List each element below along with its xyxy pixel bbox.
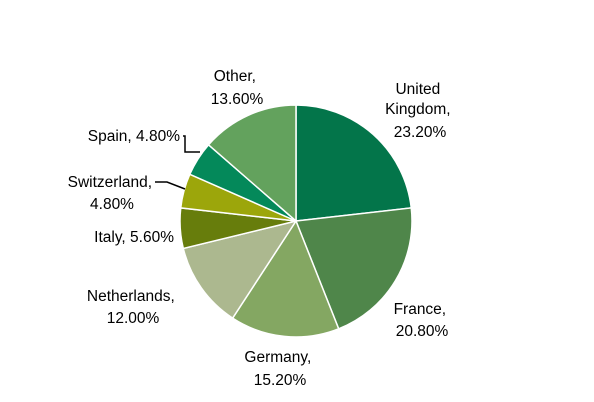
- pie-slice-united-kingdom: [295, 104, 413, 222]
- label-other-value: 13.60%: [211, 91, 264, 108]
- pie-slices: [179, 104, 413, 338]
- label-united-kingdom-name-1: United: [395, 81, 440, 98]
- label-united-kingdom-name-2: Kingdom,: [385, 101, 450, 118]
- label-united-kingdom: United Kingdom, 23.20%: [385, 81, 455, 141]
- pie-slice-france: [294, 207, 413, 330]
- label-italy-text: Italy, 5.60%: [94, 229, 174, 246]
- label-united-kingdom-value: 23.20%: [394, 124, 447, 141]
- label-netherlands-name: Netherlands,: [87, 288, 175, 305]
- leader-lines: [155, 135, 200, 190]
- label-switzerland-name: Switzerland,: [68, 174, 152, 191]
- label-other-name: Other,: [214, 68, 256, 85]
- leader-line-switzerland: [155, 181, 186, 190]
- label-germany-name: Germany,: [244, 349, 311, 366]
- label-germany-value: 15.20%: [254, 372, 307, 389]
- leader-line-spain: [183, 135, 200, 153]
- label-other: Other, 13.60%: [211, 68, 264, 108]
- label-netherlands-value: 12.00%: [107, 310, 160, 327]
- pie-slice-germany: [231, 219, 340, 338]
- label-italy: Italy, 5.60%: [94, 229, 174, 246]
- label-spain: Spain, 4.80%: [88, 128, 180, 145]
- label-switzerland-value: 4.80%: [90, 196, 134, 213]
- pie-slice-other: [207, 104, 297, 223]
- label-spain-text: Spain, 4.80%: [88, 128, 180, 145]
- label-germany: Germany, 15.20%: [244, 349, 315, 389]
- label-france-name: France,: [394, 301, 447, 318]
- label-netherlands: Netherlands, 12.00%: [87, 288, 179, 327]
- label-france-value: 20.80%: [396, 323, 449, 340]
- label-france: France, 20.80%: [394, 301, 451, 340]
- pie-slice-netherlands: [182, 219, 298, 320]
- label-switzerland: Switzerland, 4.80%: [68, 174, 157, 213]
